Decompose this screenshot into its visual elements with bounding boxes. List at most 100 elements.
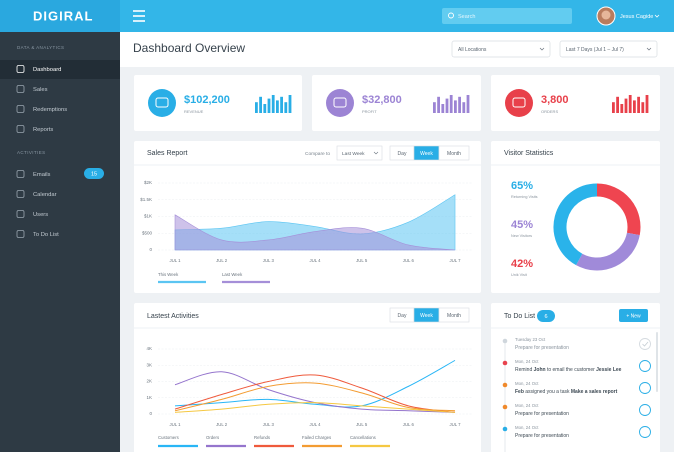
filter-dropdown[interactable]: [451, 40, 551, 58]
todo-text-part: Feb: [515, 389, 524, 395]
todo-checkbox[interactable]: [639, 360, 651, 372]
sidebar-section-title: DATA & ANALYTICS: [17, 45, 64, 50]
mini-bar-decoration: [284, 102, 288, 113]
mini-bar-decoration: [628, 95, 632, 113]
legend-label: Orders: [206, 435, 219, 440]
mini-bar-decoration: [462, 102, 466, 113]
tab-label: Month: [447, 313, 461, 319]
card-title: To Do List: [504, 313, 535, 320]
x-tick-label: JUL 3: [263, 258, 275, 263]
todo-text: Prepare for presentation: [515, 411, 569, 417]
page-title: Dashboard Overview: [133, 41, 245, 55]
mini-bar-decoration: [263, 104, 267, 113]
mini-bar-decoration: [466, 95, 470, 113]
scrollbar: [656, 332, 658, 392]
mini-bar-decoration: [276, 100, 279, 113]
todo-checkbox[interactable]: [639, 426, 651, 438]
x-tick-label: JUL 3: [263, 422, 275, 427]
todo-text-part: Make a sales report: [571, 389, 618, 395]
mini-bar-decoration: [633, 100, 636, 113]
y-tick-label: 0: [149, 247, 152, 252]
tab[interactable]: [438, 307, 470, 323]
line-series: [174, 402, 456, 413]
todo-checkbox[interactable]: [639, 338, 651, 350]
new-button[interactable]: [619, 309, 648, 322]
stat-icon: [326, 89, 354, 117]
sidebar-item[interactable]: Reports: [33, 127, 53, 133]
card: [134, 303, 481, 452]
card: [134, 141, 481, 293]
mini-bar-decoration: [441, 104, 445, 113]
stat-icon-glyph: [333, 97, 347, 108]
compare-label: Compare to: [305, 151, 330, 157]
sidebar-icon: [16, 190, 25, 198]
avatar-face: [601, 10, 611, 20]
mini-bar-decoration: [259, 96, 262, 113]
mini-bar-decoration: [288, 95, 292, 113]
y-tick-label: 1K: [146, 395, 152, 400]
legend-label: This Week: [158, 272, 179, 277]
new-button-label[interactable]: + New: [626, 313, 641, 319]
mini-bar-decoration: [645, 95, 649, 113]
todo-text-part: John: [534, 367, 546, 373]
sidebar: [0, 32, 120, 452]
sidebar-item[interactable]: Sales: [33, 87, 48, 93]
logo: DIGIRAL: [33, 8, 93, 23]
card: [312, 75, 481, 131]
y-tick-label: 3K: [146, 362, 152, 367]
todo-text-part: to email the customer: [546, 367, 597, 373]
sidebar-item[interactable]: Calendar: [33, 192, 57, 198]
tab-label: Week: [420, 313, 433, 319]
mini-bar-decoration: [437, 96, 440, 113]
dropdown-chevron: [539, 47, 545, 51]
timeline-dot: [502, 382, 508, 388]
tab-label: Day: [398, 151, 407, 157]
visitor-stat-label: New Visitors: [511, 234, 532, 238]
tab[interactable]: [438, 145, 470, 161]
timeline-dot: [502, 426, 508, 432]
y-tick-label: $500: [142, 230, 153, 235]
y-tick-label: $1K: [144, 214, 152, 219]
stat-value: 3,800: [541, 94, 569, 106]
mini-bar-decoration: [641, 102, 645, 113]
todo-checkbox[interactable]: [639, 404, 651, 416]
legend-label: Last Week: [222, 272, 243, 277]
stat-label: PROFIT: [362, 109, 377, 114]
sidebar-item[interactable]: Users: [33, 212, 48, 218]
stat-value: $32,800: [362, 94, 402, 106]
sidebar-item[interactable]: Emails: [33, 172, 50, 178]
donut-segment: [596, 183, 641, 236]
search-box[interactable]: [442, 8, 572, 24]
todo-date: Mon, 24 Oct: [515, 359, 539, 364]
card-title: Lastest Activities: [147, 313, 199, 320]
todo-text-part: assigned you a task: [524, 389, 571, 395]
visitor-stat-value: 42%: [511, 258, 533, 270]
sidebar-item[interactable]: To Do List: [33, 232, 59, 238]
legend-label: Customers: [158, 435, 179, 440]
email-badge: [84, 168, 104, 179]
compare-dropdown[interactable]: [336, 145, 383, 161]
filter-dropdown[interactable]: [559, 40, 658, 58]
todo-count-badge: [537, 310, 555, 322]
todo-text: Remind John to email the customer Jessie…: [515, 367, 622, 373]
todo-checkbox[interactable]: [639, 382, 651, 394]
todo-date: Mon, 24 Oct: [515, 425, 539, 430]
search-icon: [448, 12, 454, 19]
stat-icon-glyph: [512, 97, 526, 108]
card-title: Visitor Statistics: [504, 150, 554, 157]
email-badge-count: 15: [91, 171, 97, 177]
card: [134, 75, 302, 131]
card-title: Sales Report: [147, 150, 188, 157]
user-name[interactable]: Jesus Cagide: [620, 14, 653, 20]
x-tick-label: JUL 2: [216, 258, 228, 263]
mini-bar-decoration: [267, 98, 271, 113]
sidebar-item[interactable]: Redemptions: [33, 107, 67, 113]
tab-label: Month: [447, 151, 461, 157]
x-tick-label: JUL 6: [403, 422, 415, 427]
mini-bar-decoration: [280, 96, 283, 113]
x-tick-label: JUL 2: [216, 422, 228, 427]
mini-bar-decoration: [616, 96, 619, 113]
sidebar-item[interactable]: Dashboard: [33, 67, 61, 73]
